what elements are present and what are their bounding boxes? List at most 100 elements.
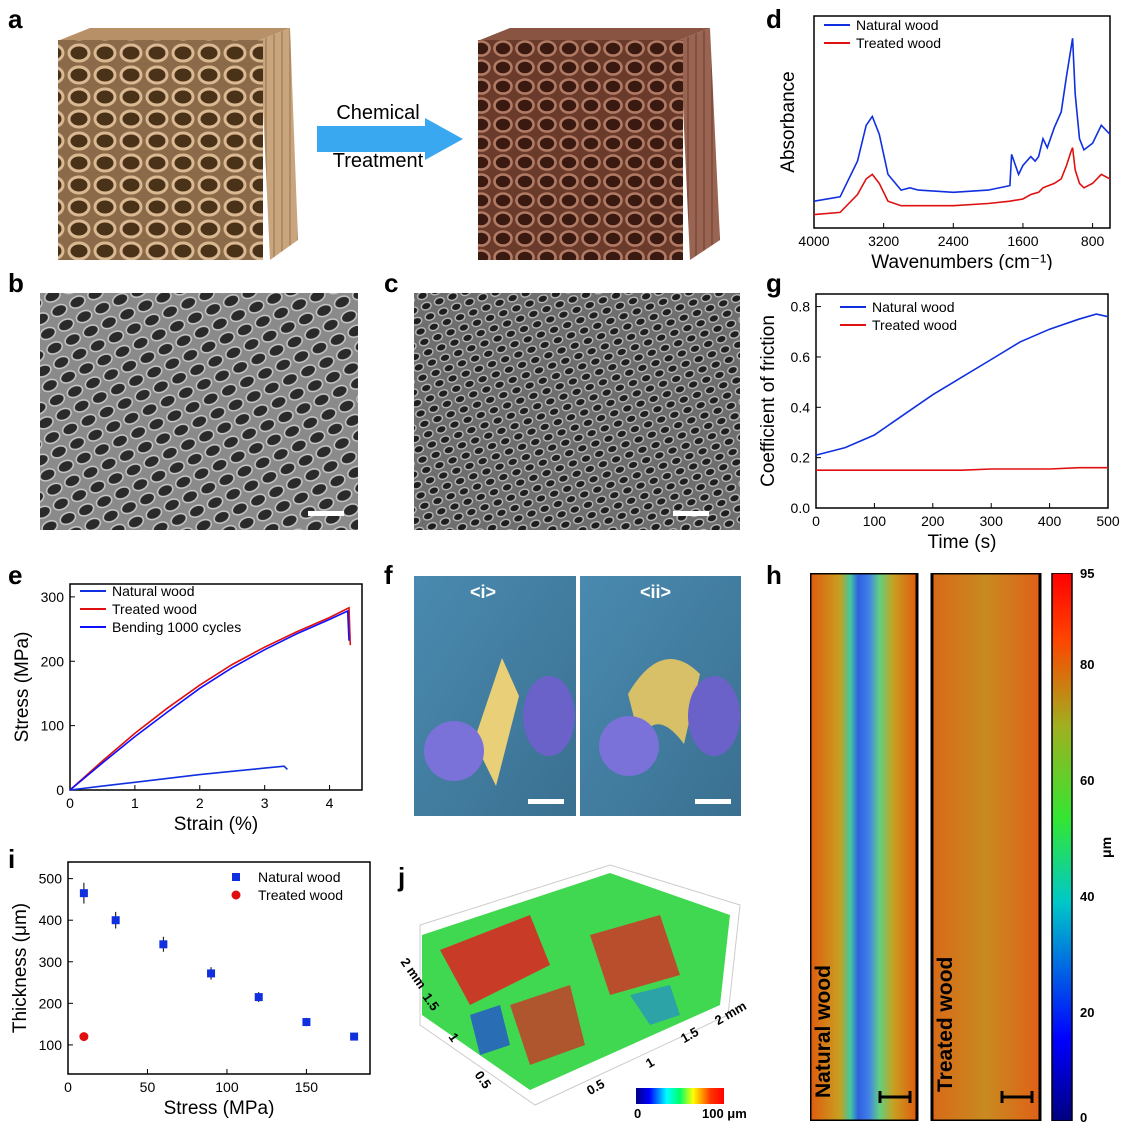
y-tick-label: 0.8	[791, 299, 811, 315]
panel-letter-e: e	[8, 560, 23, 590]
panel-letter-a: a	[8, 4, 23, 34]
chart-thickness: 0 50 100 150 100 200 300 400 500 Stress (MPa) Thic…	[10, 861, 371, 1119]
chart-ftir: 4000 3200 2400 1600 800 Wavenumbers (cm⁻¹) Abs…	[778, 15, 1111, 270]
y-axis-label: Thickness (μm)	[10, 903, 31, 1033]
colorbar-tick-40: 40	[1080, 889, 1095, 904]
surface-3d	[419, 864, 741, 1106]
series-line-1	[69, 606, 352, 791]
series-line-0	[815, 313, 1109, 456]
x-axis-label: Stress (MPa)	[164, 1098, 275, 1119]
y-axis-label: Absorbance	[778, 71, 799, 172]
x-tick-label: 4	[326, 795, 334, 811]
panel-letter-i: i	[8, 844, 16, 874]
y-tick-label: 200	[39, 995, 63, 1011]
x-tick-label: 500	[1096, 513, 1120, 529]
legend-marker	[232, 873, 240, 881]
data-point-natural	[207, 969, 216, 978]
series-line-0	[813, 38, 1111, 202]
x-tick-label: 3	[261, 795, 269, 811]
x-tick-label: 1600	[1007, 233, 1038, 249]
x-tick-label: 0	[66, 795, 74, 811]
y-tick-label: 0.6	[791, 349, 811, 365]
x-tick-label: 100	[863, 513, 887, 529]
x-tick-label: 0	[812, 513, 820, 529]
x-tick-label: 150	[295, 1079, 319, 1095]
data-point-natural	[79, 889, 88, 898]
y-tick-label: 300	[39, 954, 63, 970]
legend-label: Natural wood	[112, 583, 195, 599]
plot-frame	[69, 583, 363, 791]
x-tick-label: 0	[64, 1079, 72, 1095]
chart-friction: 0 100 200 300 400 500 0.0 0.2 0.4 0.6 0.8 Time (s) C…	[760, 293, 1120, 553]
arrow-label-treatment: Treatment	[332, 150, 424, 172]
photo-label-i: <i>	[470, 582, 497, 602]
y-tick-label: 100	[41, 718, 65, 734]
x-tick-label: 100	[215, 1079, 239, 1095]
y-axis-label: Coefficient of friction	[760, 315, 779, 487]
surface-colorbar-min: 0	[634, 1106, 642, 1121]
flexibility-photos	[414, 576, 741, 816]
y-tick-label: 300	[41, 589, 65, 605]
arrow-label-chemical: Chemical	[336, 102, 420, 124]
y-tick-label: 0.2	[791, 450, 811, 466]
plot-frame	[815, 293, 1109, 509]
y-tick-label: 100	[39, 1037, 63, 1053]
x-tick-label: 800	[1081, 233, 1105, 249]
panel-letter-j: j	[398, 862, 406, 892]
series-line-0	[69, 765, 288, 791]
data-point-natural	[159, 940, 168, 949]
y-axis-label: Stress (MPa)	[12, 632, 33, 743]
x-tick-label: 50	[140, 1079, 156, 1095]
scale-bar	[308, 511, 344, 516]
colorbar-tick-80: 80	[1080, 657, 1095, 672]
x-tick-label: 3200	[868, 233, 899, 249]
legend-label: Treated wood	[872, 317, 957, 333]
data-point-natural	[350, 1032, 359, 1041]
x-axis-label: Wavenumbers (cm⁻¹)	[871, 252, 1052, 270]
legend-label: Natural wood	[856, 17, 939, 33]
data-point-natural	[302, 1018, 311, 1027]
map-label-natural: Natural wood	[812, 964, 835, 1098]
legend-marker	[231, 890, 241, 900]
y-tick-label: 0.0	[791, 500, 811, 516]
scale-bar	[673, 511, 709, 516]
legend-label: Natural wood	[872, 299, 955, 315]
map-label-treated: Treated wood	[934, 956, 957, 1092]
y-tick-label: 0.4	[791, 399, 811, 415]
chart-stress-strain: 0 1 2 3 4 0 100 200 300 Strain (%) Stress (MPa) Nat…	[12, 583, 363, 835]
series-line-1	[816, 466, 1108, 471]
x-axis-label: Time (s)	[928, 532, 997, 553]
legend-label: Bending 1000 cycles	[112, 619, 241, 635]
x-tick-label: 1	[131, 795, 139, 811]
natural-wood-cube	[58, 28, 298, 260]
legend-label: Treated wood	[112, 601, 197, 617]
legend-label: Treated wood	[258, 887, 343, 903]
panel-letter-b: b	[8, 268, 24, 298]
sem-image-natural	[40, 293, 358, 530]
colorbar-tick-0: 0	[1080, 1110, 1088, 1125]
colorbar-tick-20: 20	[1080, 1005, 1095, 1020]
x-tick-label: 200	[921, 513, 945, 529]
legend-label: Treated wood	[856, 35, 941, 51]
scale-bar	[695, 799, 731, 804]
treatment-arrow	[317, 118, 463, 160]
treated-wood-cube	[478, 28, 720, 260]
series-line-1	[813, 147, 1111, 216]
x-tick-label: 400	[1038, 513, 1062, 529]
plot-frame	[67, 861, 371, 1075]
height-colorbar	[1051, 573, 1073, 1121]
data-point-treated	[79, 1032, 89, 1042]
colorbar-tick-60: 60	[1080, 773, 1095, 788]
scale-bar	[528, 799, 564, 804]
y-tick-label: 500	[39, 871, 63, 887]
y-tick-label: 400	[39, 912, 63, 928]
x-tick-label: 4000	[798, 233, 829, 249]
panel-letter-f: f	[384, 560, 393, 590]
x-tick-label: 2400	[938, 233, 969, 249]
data-point-natural	[111, 916, 120, 925]
surface-colorbar-max: 100 μm	[702, 1106, 747, 1121]
panel-letter-d: d	[766, 4, 782, 34]
height-maps	[810, 573, 1042, 1121]
x-tick-label: 2	[196, 795, 204, 811]
y-tick-label: 200	[41, 653, 65, 669]
